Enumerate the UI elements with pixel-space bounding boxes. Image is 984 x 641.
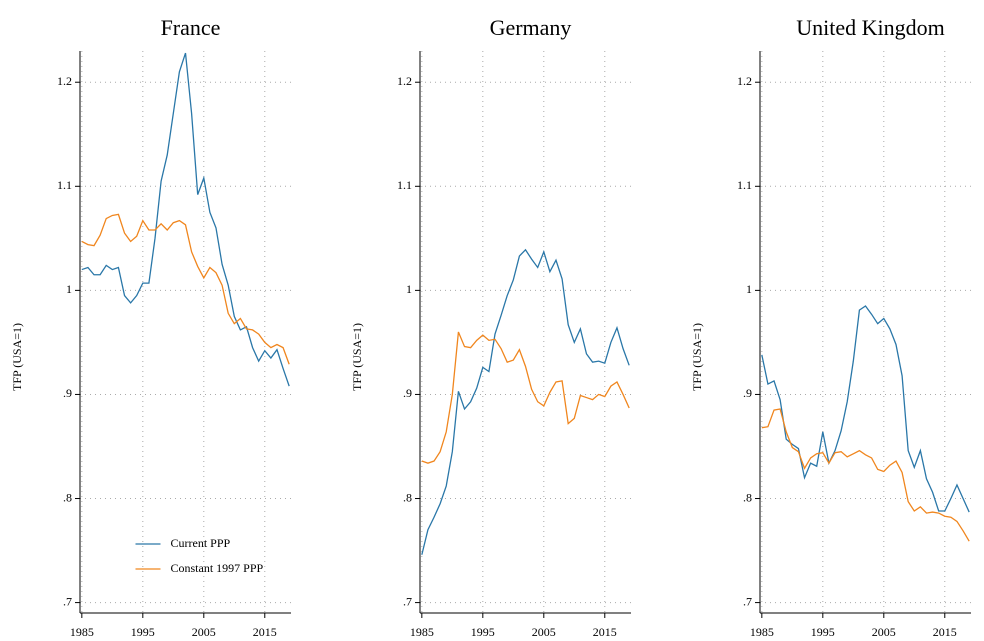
series-line bbox=[421, 248, 630, 555]
panel: France TFP (USA=1) .7 .8 .9 1 1.1 1.2 1985 1995 20… bbox=[10, 15, 291, 639]
x-tick-label: 1995 bbox=[471, 625, 495, 639]
x-tick-label: 2005 bbox=[532, 625, 556, 639]
series-line bbox=[761, 408, 970, 542]
y-axis-label: TFP (USA=1) bbox=[350, 323, 364, 391]
x-tick-label: 2015 bbox=[933, 625, 957, 639]
x-tick-label: 1995 bbox=[811, 625, 835, 639]
y-tick-label: 1 bbox=[746, 282, 752, 296]
x-tick-label: 2005 bbox=[192, 625, 216, 639]
series-line bbox=[421, 331, 630, 464]
y-tick-label: .9 bbox=[63, 386, 72, 400]
series-line bbox=[81, 213, 290, 365]
y-tick-label: .9 bbox=[743, 386, 752, 400]
x-tick-label: 2005 bbox=[872, 625, 896, 639]
x-tick-label: 1985 bbox=[750, 625, 774, 639]
panel-title: France bbox=[161, 15, 221, 40]
series-line bbox=[81, 52, 290, 387]
y-tick-label: 1.1 bbox=[57, 178, 72, 192]
series-line bbox=[761, 305, 970, 513]
y-tick-label: 1 bbox=[66, 282, 72, 296]
panel-title: United Kingdom bbox=[796, 15, 945, 40]
y-tick-label: 1.2 bbox=[57, 74, 72, 88]
y-tick-label: .8 bbox=[743, 490, 752, 504]
x-tick-label: 1985 bbox=[410, 625, 434, 639]
y-axis-label: TFP (USA=1) bbox=[10, 323, 24, 391]
y-tick-label: 1.2 bbox=[737, 74, 752, 88]
y-tick-label: .9 bbox=[403, 386, 412, 400]
panel-title: Germany bbox=[490, 15, 572, 40]
y-tick-label: .7 bbox=[403, 594, 412, 608]
legend-label: Current PPP bbox=[171, 536, 231, 550]
y-tick-label: 1.1 bbox=[737, 178, 752, 192]
panel: United Kingdom TFP (USA=1) .7 .8 .9 1 1.1 1.2 19… bbox=[690, 15, 971, 639]
x-tick-label: 2015 bbox=[253, 625, 277, 639]
x-tick-label: 1985 bbox=[70, 625, 94, 639]
y-tick-label: .7 bbox=[743, 594, 752, 608]
y-tick-label: .8 bbox=[63, 490, 72, 504]
panel: Germany TFP (USA=1) .7 .8 .9 1 1.1 1.2 1985 1995 2… bbox=[350, 15, 631, 639]
legend-label: Constant 1997 PPP bbox=[171, 561, 264, 575]
y-tick-label: 1 bbox=[406, 282, 412, 296]
y-tick-label: 1.2 bbox=[397, 74, 412, 88]
y-axis-label: TFP (USA=1) bbox=[690, 323, 704, 391]
x-tick-label: 2015 bbox=[593, 625, 617, 639]
y-tick-label: .7 bbox=[63, 594, 72, 608]
y-tick-label: 1.1 bbox=[397, 178, 412, 192]
y-tick-label: .8 bbox=[403, 490, 412, 504]
x-tick-label: 1995 bbox=[131, 625, 155, 639]
